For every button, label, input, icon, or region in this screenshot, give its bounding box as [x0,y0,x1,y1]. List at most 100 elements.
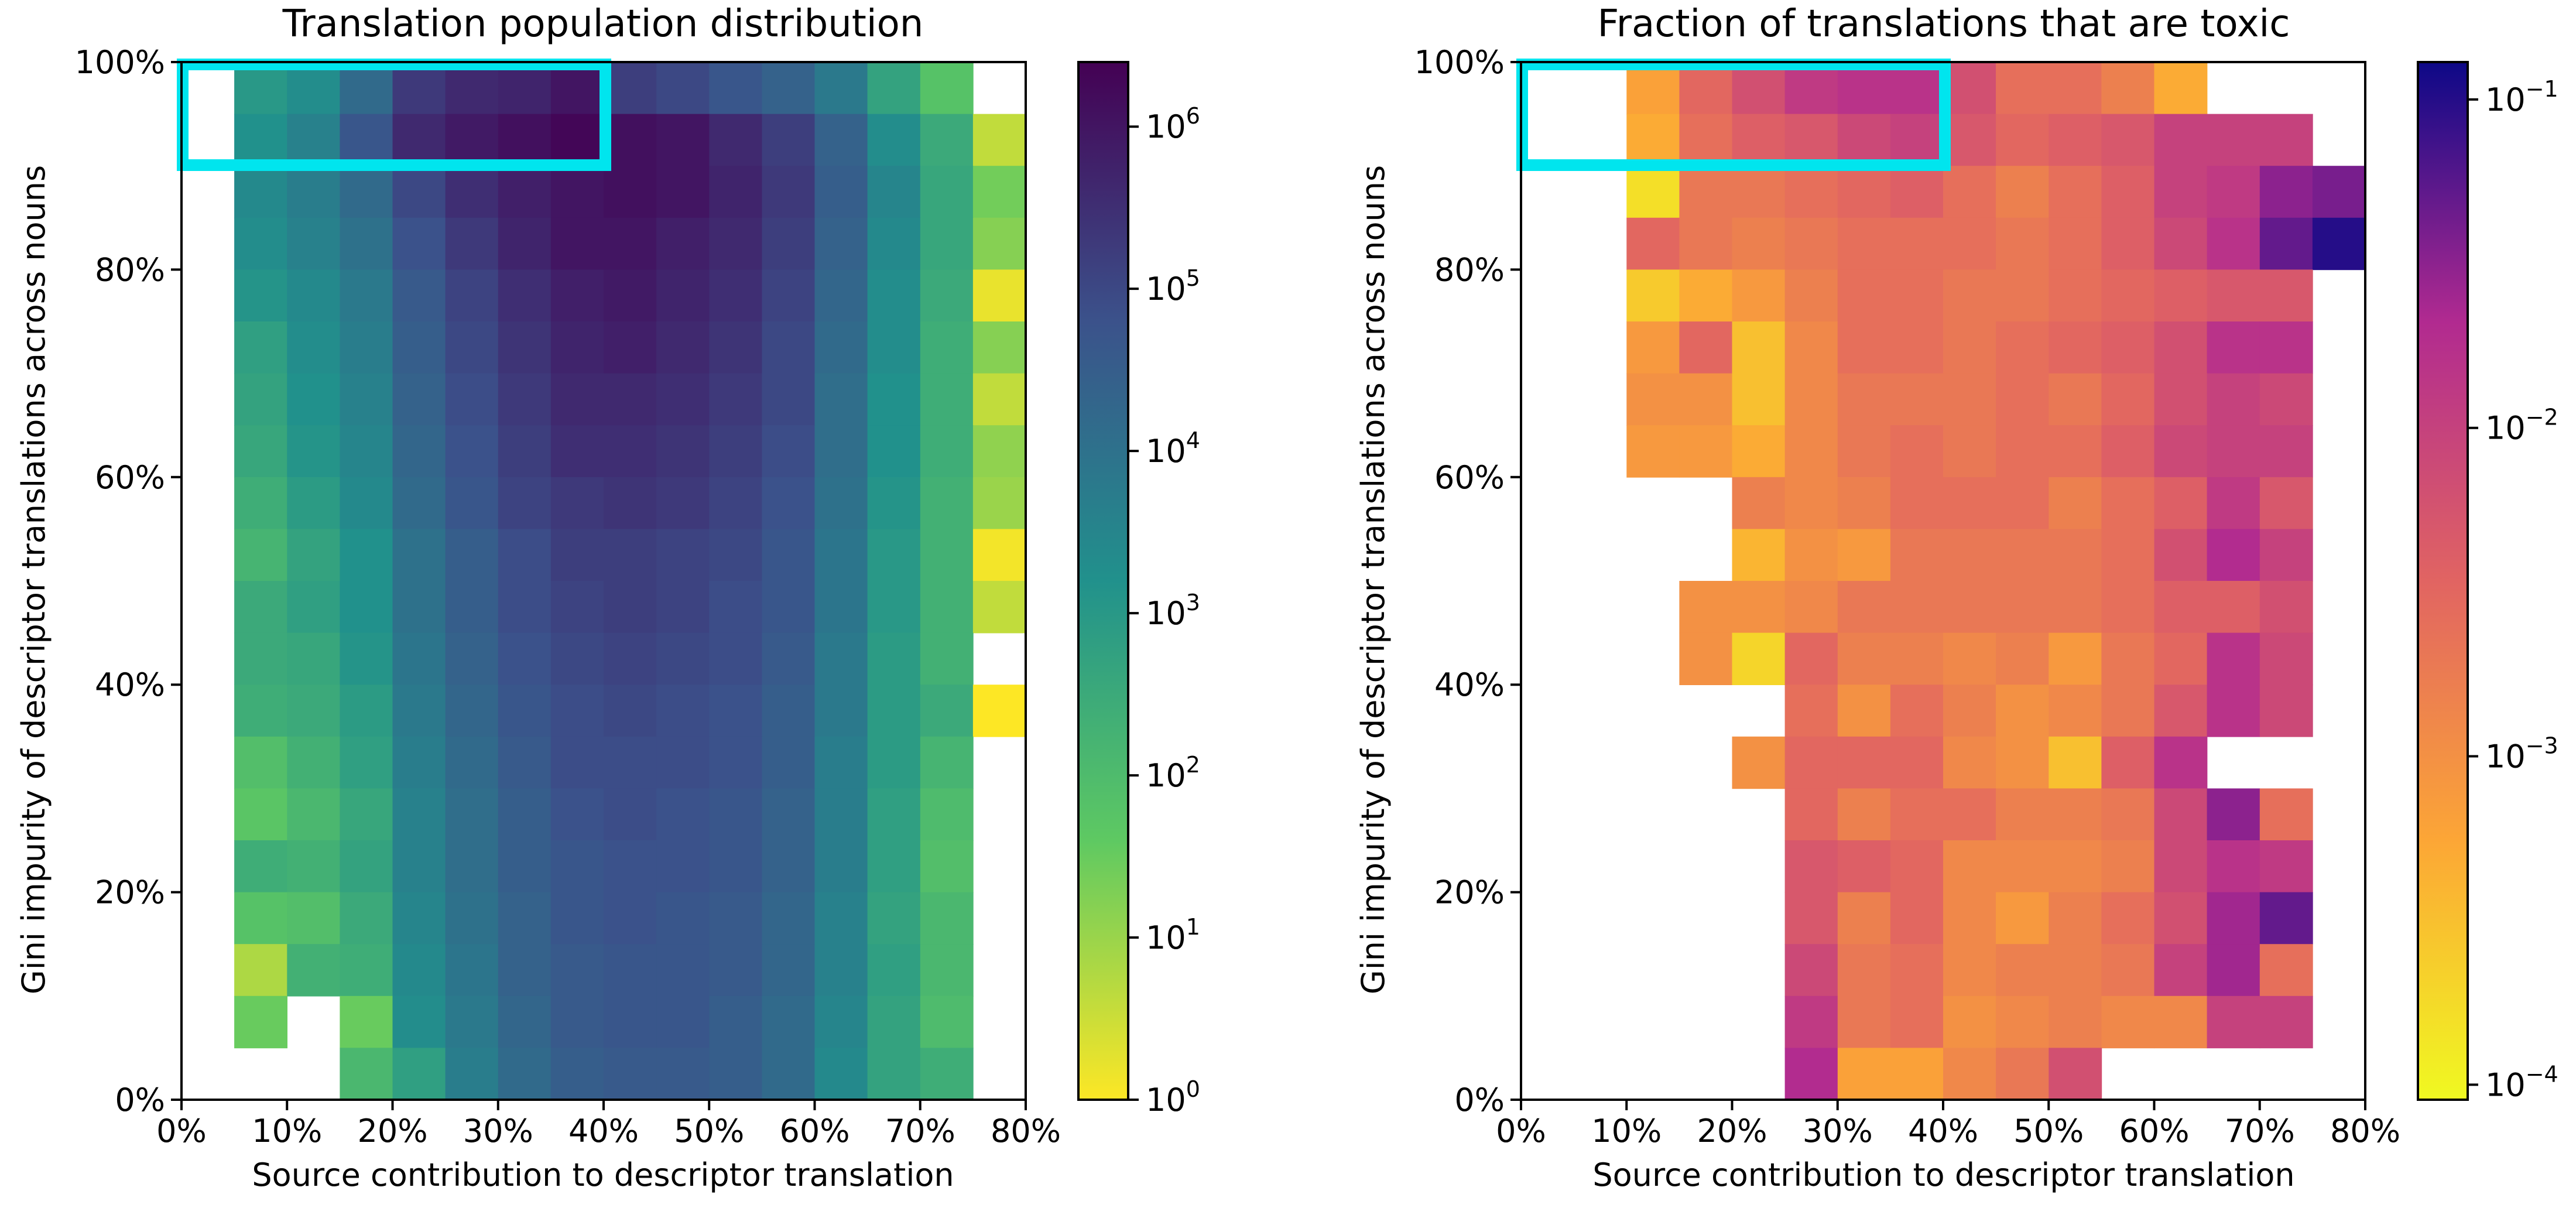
heatmap-cell [445,944,499,997]
x-tick-label: 0% [1496,1113,1546,1149]
heatmap-cell [445,166,499,218]
population-colorbar-frame [1077,61,1129,1101]
heatmap-cell [972,529,1026,581]
heatmap-cell [1784,269,1838,322]
heatmap-cell [709,114,763,166]
heatmap-cell [392,892,446,945]
heatmap-cell [656,840,710,893]
heatmap-cell [709,166,763,218]
heatmap-cell [1943,995,1996,1049]
heatmap-cell [656,373,710,426]
heatmap-cell [445,995,499,1049]
heatmap-cell [340,62,393,115]
heatmap-cell [550,269,604,322]
heatmap-cell [2101,114,2155,166]
heatmap-cell [867,62,921,115]
heatmap-cell [287,944,341,997]
heatmap-cell [867,736,921,789]
heatmap-cell [1943,944,1996,997]
heatmap-cell [814,373,868,426]
heatmap-cell [1890,425,1944,478]
heatmap-cell [709,685,763,737]
heatmap-cell [445,788,499,841]
heatmap-cell [656,944,710,997]
heatmap-cell [445,114,499,166]
heatmap-cell [972,114,1026,166]
heatmap-cell [2259,944,2313,997]
heatmap-cell [1626,166,1680,218]
heatmap-cell [287,425,341,478]
heatmap-cell [1943,425,1996,478]
heatmap-cell [287,685,341,737]
heatmap-cell [656,581,710,634]
heatmap-cell [1837,840,1891,893]
heatmap-cell [972,581,1026,634]
heatmap-cell [867,892,921,945]
heatmap-cell [1626,217,1680,271]
heatmap-cell [550,736,604,789]
heatmap-cell [2259,477,2313,530]
colorbar-tick-label: 104 [1146,427,1200,470]
heatmap-cell [2154,788,2208,841]
heatmap-cell [1890,632,1944,685]
toxicity-colorbar-ticks: 10−4 10−3 10−2 10−1 [2468,76,2558,1103]
heatmap-cell [2101,632,2155,685]
heatmap-cell [1784,114,1838,166]
heatmap-cell [814,114,868,166]
heatmap-cell [867,217,921,271]
heatmap-cell [762,581,816,634]
heatmap-cell [920,425,974,478]
heatmap-cell [1732,529,1786,581]
heatmap-cell [604,425,657,478]
heatmap-cell [2312,166,2366,218]
heatmap-cell [709,529,763,581]
heatmap-cell [2101,373,2155,426]
heatmap-cell [2207,269,2260,322]
heatmap-cell [1732,269,1786,322]
heatmap-cell [550,685,604,737]
heatmap-cell [920,321,974,374]
heatmap-cell [814,944,868,997]
heatmap-cell [2154,217,2208,271]
heatmap-cell [1784,166,1838,218]
heatmap-cell [2101,840,2155,893]
heatmap-cell [340,114,393,166]
heatmap-cell [920,114,974,166]
heatmap-cell [498,995,551,1049]
heatmap-cell [2259,321,2313,374]
heatmap-cell [2154,62,2208,115]
heatmap-cell [762,62,816,115]
heatmap-cell [340,892,393,945]
heatmap-cell [340,685,393,737]
heatmap-cell [2101,736,2155,789]
y-tick-label: 100% [1414,44,1505,81]
heatmap-cell [2049,114,2102,166]
heatmap-cell [2207,632,2260,685]
heatmap-cell [498,425,551,478]
heatmap-cell [1943,62,1996,115]
x-tick-label: 10% [1591,1113,1662,1149]
heatmap-cell [550,581,604,634]
heatmap-cell [1732,217,1786,271]
toxicity-y-axis-label: Gini impurity of descriptor translations… [1355,165,1392,994]
heatmap-cell [867,269,921,322]
heatmap-cell [287,114,341,166]
heatmap-cell [1837,425,1891,478]
heatmap-cell [709,944,763,997]
heatmap-cell [498,581,551,634]
heatmap-cell [1679,425,1733,478]
heatmap-cell [392,321,446,374]
heatmap-cell [2049,529,2102,581]
heatmap-cell [972,217,1026,271]
heatmap-cell [2259,166,2313,218]
heatmap-cell [2154,581,2208,634]
population-colorbar-gradient [1078,62,1128,1100]
heatmap-cell [1679,632,1733,685]
heatmap-cell [709,1048,763,1100]
x-tick-label: 10% [252,1113,322,1149]
x-tick-label: 40% [1908,1113,1978,1149]
heatmap-cell [392,373,446,426]
x-tick-label: 20% [1697,1113,1767,1149]
heatmap-cell [2207,581,2260,634]
heatmap-cell [498,529,551,581]
